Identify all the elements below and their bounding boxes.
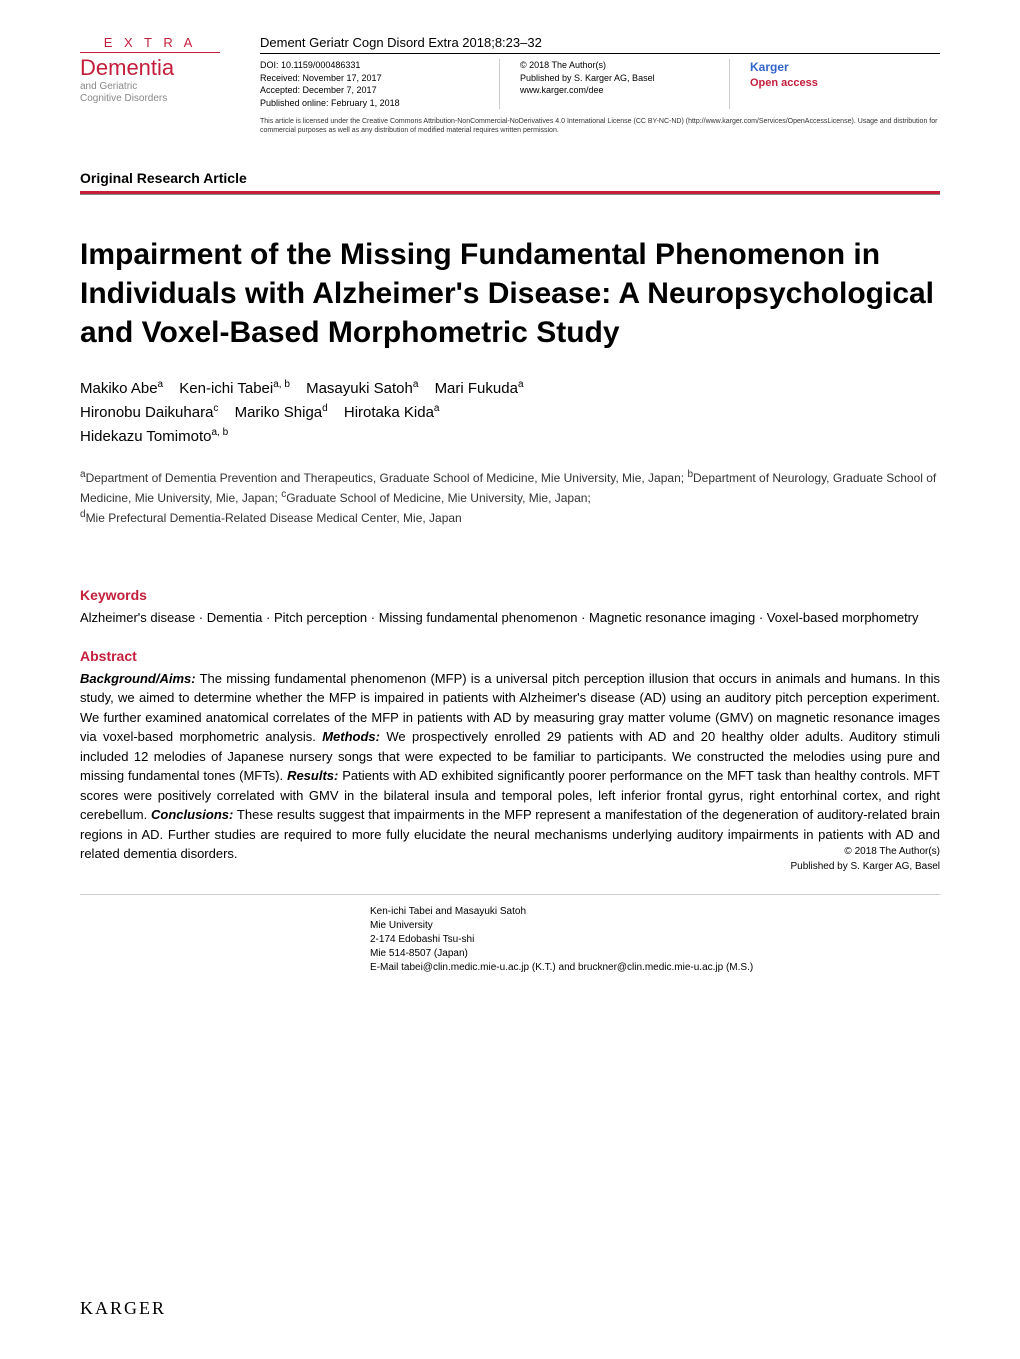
logo-extra-text: E X T R A: [80, 35, 220, 53]
keywords-heading: Keywords: [80, 587, 940, 603]
contact-address: 2-174 Edobashi Tsu-shi: [370, 933, 940, 947]
author-8: Hidekazu Tomimotoa, b: [80, 428, 228, 445]
meta-column-dates: DOI: 10.1159/000486331 Received: Novembe…: [260, 59, 500, 109]
affiliation-a: Department of Dementia Prevention and Th…: [86, 471, 685, 485]
accepted-date: Accepted: December 7, 2017: [260, 84, 484, 97]
logo-sub-1: and Geriatric: [80, 81, 220, 93]
meta-columns: DOI: 10.1159/000486331 Received: Novembe…: [260, 59, 940, 109]
header-metadata: Dement Geriatr Cogn Disord Extra 2018;8:…: [260, 35, 940, 136]
journal-logo: E X T R A Dementia and Geriatric Cogniti…: [80, 35, 220, 105]
background-label: Background/Aims:: [80, 671, 196, 686]
abstract-heading: Abstract: [80, 648, 940, 664]
author-4: Mari Fukudaa: [435, 380, 524, 397]
methods-label: Methods:: [322, 729, 380, 744]
conclusions-label: Conclusions:: [151, 807, 233, 822]
doi-text: DOI: 10.1159/000486331: [260, 59, 484, 72]
karger-logo-text: Karger: [750, 60, 789, 74]
logo-sub-2: Cognitive Disorders: [80, 93, 220, 105]
article-type-header: Original Research Article: [80, 170, 940, 195]
publisher-url: www.karger.com/dee: [520, 84, 714, 97]
contact-name: Ken-ichi Tabei and Masayuki Satoh: [370, 905, 940, 919]
abstract-copyright: © 2018 The Author(s) Published by S. Kar…: [790, 844, 940, 874]
article-title: Impairment of the Missing Fundamental Ph…: [80, 235, 940, 352]
author-6: Mariko Shigad: [235, 404, 328, 421]
open-access-badge: Open access: [750, 77, 818, 89]
journal-citation: Dement Geriatr Cogn Disord Extra 2018;8:…: [260, 35, 940, 54]
meta-column-copyright: © 2018 The Author(s) Published by S. Kar…: [520, 59, 730, 109]
affiliation-d: Mie Prefectural Dementia-Related Disease…: [86, 511, 462, 525]
publisher-footer-logo: KARGER: [80, 1298, 166, 1319]
keywords-text: Alzheimer's disease · Dementia · Pitch p…: [80, 608, 940, 628]
logo-main-text: Dementia: [80, 55, 220, 81]
contact-email: E-Mail tabei@clin.medic.mie-u.ac.jp (K.T…: [370, 961, 940, 975]
footer-separator: [80, 894, 940, 895]
contact-zip: Mie 514-8507 (Japan): [370, 947, 940, 961]
authors-list: Makiko Abea Ken-ichi Tabeia, b Masayuki …: [80, 377, 940, 449]
results-label: Results:: [287, 768, 338, 783]
affiliation-c: Graduate School of Medicine, Mie Univers…: [286, 491, 591, 505]
copyright-line-1: © 2018 The Author(s): [520, 59, 714, 72]
affiliations-block: aDepartment of Dementia Prevention and T…: [80, 467, 940, 527]
copyright-line-2: Published by S. Karger AG, Basel: [520, 72, 714, 85]
author-2: Ken-ichi Tabeia, b: [179, 380, 290, 397]
author-3: Masayuki Satoha: [306, 380, 418, 397]
license-text: This article is licensed under the Creat…: [260, 117, 940, 135]
corresponding-author-block: Ken-ichi Tabei and Masayuki Satoh Mie Un…: [370, 905, 940, 975]
contact-institution: Mie University: [370, 919, 940, 933]
author-7: Hirotaka Kidaa: [344, 404, 440, 421]
received-date: Received: November 17, 2017: [260, 72, 484, 85]
meta-column-publisher: Karger Open access: [750, 59, 870, 109]
author-1: Makiko Abea: [80, 380, 163, 397]
author-5: Hironobu Daikuharac: [80, 404, 218, 421]
published-date: Published online: February 1, 2018: [260, 97, 484, 110]
abstract-body: Background/Aims: The missing fundamental…: [80, 669, 940, 864]
